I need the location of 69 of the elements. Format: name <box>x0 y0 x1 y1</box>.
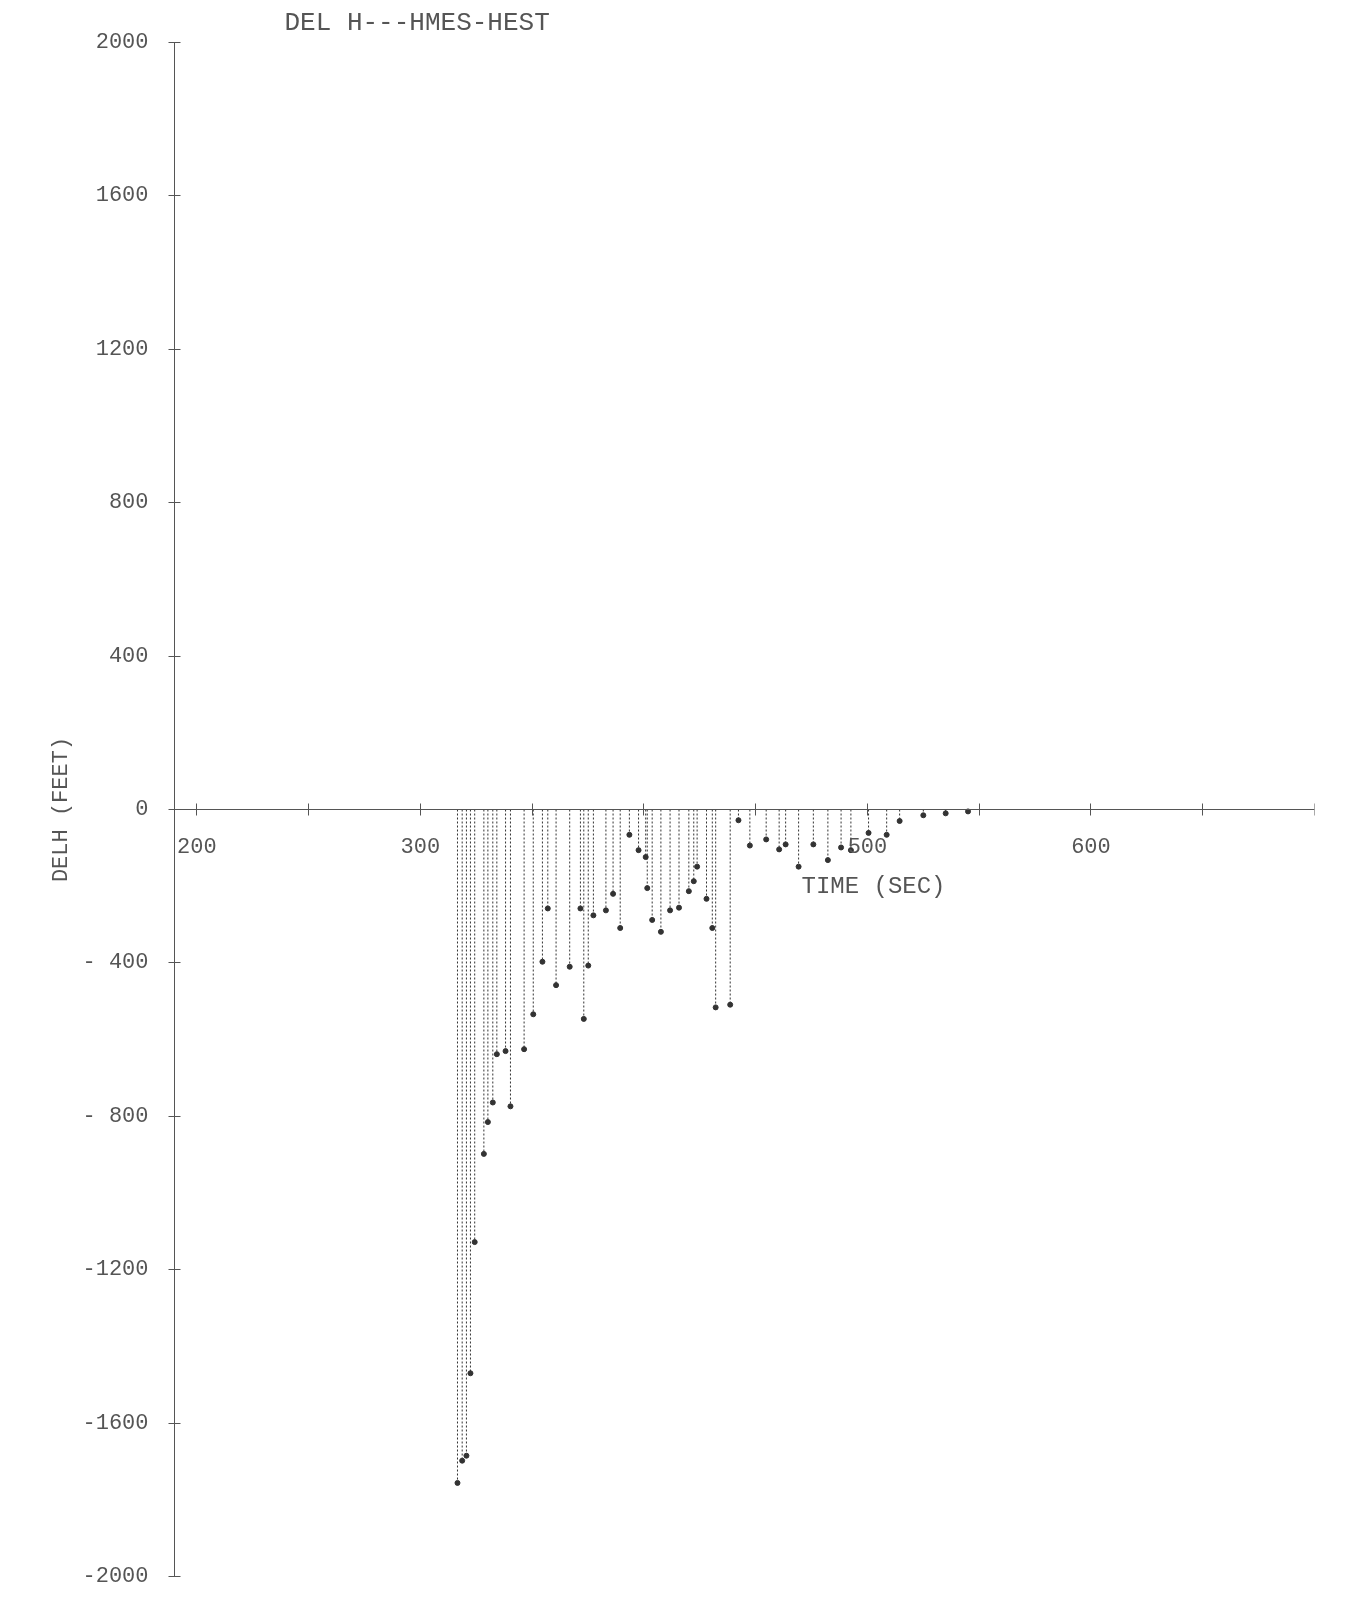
point <box>590 912 597 919</box>
point <box>610 890 617 897</box>
point <box>690 878 697 885</box>
x-tick-label: 200 <box>177 834 217 860</box>
point <box>635 847 642 854</box>
point <box>642 854 649 861</box>
point <box>746 842 753 849</box>
y-tick-label: 2000 <box>95 30 149 55</box>
point <box>480 1150 487 1157</box>
point <box>709 925 716 931</box>
y-tick-label: -2000 <box>82 1564 149 1589</box>
y-tick-label: 0 <box>135 797 149 822</box>
point <box>566 963 573 970</box>
point <box>626 831 633 838</box>
point <box>577 905 584 912</box>
point <box>539 958 546 965</box>
point <box>883 831 890 838</box>
x-tick-label: 300 <box>400 834 441 860</box>
point <box>454 1479 461 1486</box>
point <box>694 863 701 870</box>
point <box>667 907 674 914</box>
y-tick-label: 1200 <box>95 336 149 362</box>
x-tick-label: 500 <box>847 834 888 860</box>
point <box>703 895 710 902</box>
point <box>795 863 802 870</box>
point <box>544 905 551 912</box>
point <box>865 829 872 836</box>
point <box>459 1457 466 1464</box>
point <box>530 1011 537 1018</box>
point <box>602 907 609 914</box>
point <box>776 846 783 853</box>
point <box>712 1004 719 1011</box>
point <box>644 885 651 892</box>
point <box>838 844 845 851</box>
x-tick-label: 600 <box>1071 834 1111 860</box>
y-tick-label: 800 <box>108 490 149 516</box>
point <box>824 857 831 864</box>
y-tick-label: 400 <box>108 643 149 669</box>
point <box>782 841 789 848</box>
point <box>763 836 770 843</box>
point <box>471 1239 478 1246</box>
point <box>685 888 692 895</box>
y-tick-label: - 400 <box>82 950 149 976</box>
y-tick-label: 1600 <box>95 183 149 209</box>
point <box>507 1103 514 1110</box>
chart-title: DEL H---HMES-HEST <box>284 7 550 38</box>
point <box>896 818 903 824</box>
point <box>657 928 664 935</box>
point <box>502 1048 509 1055</box>
y-tick-label: - 800 <box>82 1103 149 1129</box>
y-tick-label: -1200 <box>82 1257 149 1283</box>
point <box>649 916 656 923</box>
point <box>493 1051 500 1058</box>
point <box>676 904 683 911</box>
point <box>521 1046 528 1053</box>
y-axis-title: DELH (FEET) <box>49 736 75 883</box>
point <box>463 1452 470 1459</box>
point <box>810 841 817 848</box>
point <box>553 982 560 989</box>
point <box>484 1119 491 1126</box>
point <box>585 962 592 969</box>
point <box>580 1015 587 1022</box>
point <box>467 1370 474 1377</box>
y-tick-label: -1600 <box>82 1410 149 1436</box>
point <box>735 817 742 824</box>
point <box>617 925 624 931</box>
x-axis-title: TIME (SEC) <box>801 872 946 900</box>
point <box>727 1001 734 1008</box>
point <box>489 1099 496 1106</box>
